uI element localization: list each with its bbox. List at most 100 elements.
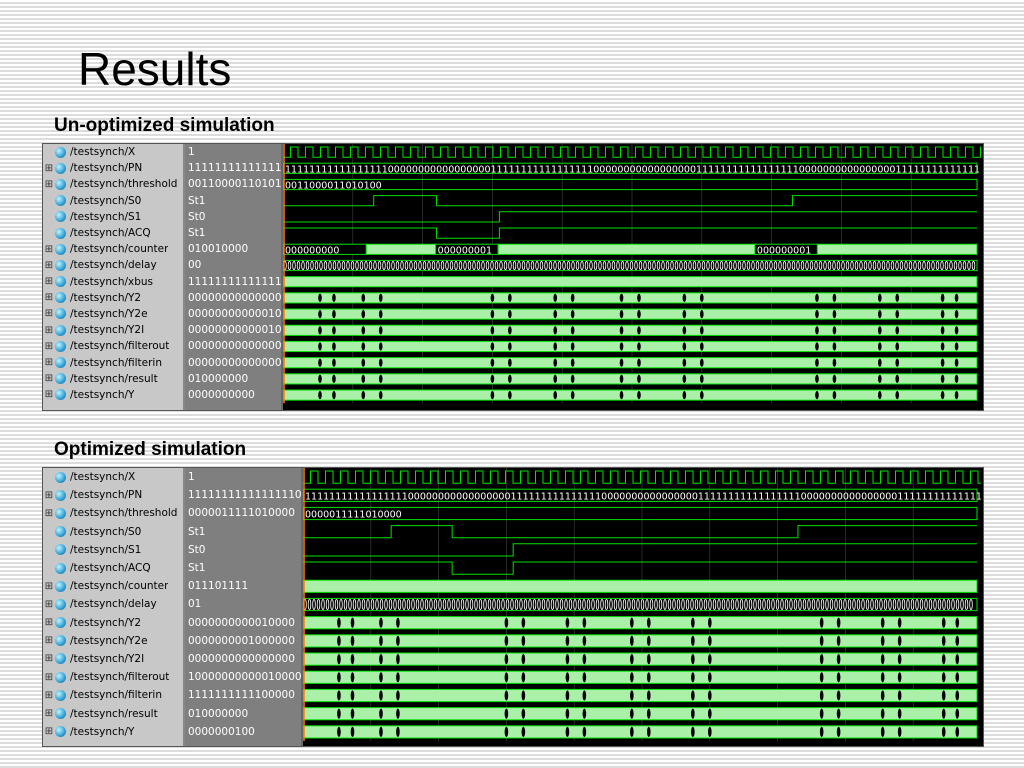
signal-row[interactable]: ⊞ /testsynch/counter [43, 241, 183, 257]
signal-row[interactable]: /testsynch/X [43, 144, 183, 160]
expand-icon[interactable]: ⊞ [44, 308, 54, 320]
waveform-area[interactable]: 1111111111111111100000000000000000111111… [303, 468, 981, 746]
expand-icon[interactable]: ⊞ [44, 689, 54, 701]
signal-row[interactable]: ⊞ /testsynch/threshold [43, 176, 183, 192]
signal-row[interactable]: /testsynch/S0 [43, 193, 183, 209]
svg-text:0011000011010100: 0011000011010100 [285, 181, 382, 192]
expand-icon[interactable]: ⊞ [44, 635, 54, 647]
signal-row[interactable]: ⊞ /testsynch/threshold [43, 504, 183, 522]
signal-row[interactable]: ⊞ /testsynch/Y [43, 387, 183, 403]
signal-icon [55, 259, 66, 271]
signal-name: /testsynch/threshold [70, 507, 178, 520]
waveform-counter: 000000000 000000001 000000001 [283, 243, 978, 256]
signal-row[interactable]: ⊞ /testsynch/filterin [43, 686, 183, 704]
expand-icon[interactable]: ⊞ [44, 340, 54, 352]
expand-icon[interactable]: ⊞ [44, 357, 54, 369]
waveform-area[interactable]: 1111111111111111100000000000000000111111… [283, 144, 981, 410]
signal-value: 111111111111111110 [188, 275, 281, 288]
waveform-threshold: 0011000011010100 [283, 178, 978, 192]
signal-name: /testsynch/result [70, 707, 158, 720]
expand-icon[interactable]: ⊞ [44, 292, 54, 304]
expand-icon[interactable]: ⊞ [44, 389, 54, 401]
expand-icon[interactable]: ⊞ [44, 243, 54, 255]
signal-name: /testsynch/delay [70, 598, 157, 611]
expand-icon[interactable]: ⊞ [44, 276, 54, 288]
signal-name: /testsynch/PN [70, 162, 143, 175]
waveform-acq [283, 227, 977, 239]
signal-row[interactable]: /testsynch/ACQ [43, 559, 183, 577]
signal-icon [55, 617, 66, 629]
signal-row[interactable]: ⊞ /testsynch/result [43, 704, 183, 722]
expand-icon[interactable]: ⊞ [44, 489, 54, 501]
signal-icon [55, 243, 66, 255]
signal-icon [55, 689, 66, 701]
waveform-threshold: 0000011111010000 [303, 506, 978, 521]
expand-icon[interactable]: ⊞ [44, 373, 54, 385]
signal-row[interactable]: /testsynch/S1 [43, 209, 183, 225]
signal-row[interactable]: ⊞ /testsynch/PN [43, 486, 183, 504]
expand-icon[interactable]: ⊞ [44, 162, 54, 174]
expand-icon[interactable]: ⊞ [44, 671, 54, 683]
signal-row[interactable]: ⊞ /testsynch/Y2e [43, 632, 183, 650]
signal-value: 1111111111100000 [188, 689, 295, 702]
signal-row[interactable]: /testsynch/X [43, 468, 183, 486]
expand-icon[interactable]: ⊞ [44, 726, 54, 738]
expand-icon[interactable]: ⊞ [44, 259, 54, 271]
signal-icon [55, 292, 66, 304]
signal-value: St1 [188, 525, 206, 538]
signal-value: 0000000000010000 [188, 616, 295, 629]
expand-icon[interactable]: ⊞ [44, 507, 54, 519]
signal-row[interactable]: ⊞ /testsynch/xbus [43, 274, 183, 290]
expand-icon[interactable]: ⊞ [44, 598, 54, 610]
waveform-x [283, 146, 981, 158]
signal-value: 0000000001000000 [188, 634, 295, 647]
signal-value: 0011000011010100 [188, 178, 281, 191]
signal-row[interactable]: ⊞ /testsynch/Y2 [43, 290, 183, 306]
signal-name: /testsynch/S1 [70, 210, 142, 223]
expand-icon[interactable]: ⊞ [44, 708, 54, 720]
waveform-pn: 1111111111111111100000000000000000111111… [303, 488, 981, 502]
signal-name: /testsynch/Y2 [70, 616, 142, 629]
signal-row[interactable]: ⊞ /testsynch/Y2 [43, 614, 183, 632]
signal-row[interactable]: ⊞ /testsynch/Y2I [43, 650, 183, 668]
signal-value: 01 [188, 598, 202, 611]
signal-icon [55, 562, 66, 574]
signal-row[interactable]: ⊞ /testsynch/result [43, 371, 183, 387]
signal-row[interactable]: ⊞ /testsynch/Y2I [43, 322, 183, 338]
waveform-result [303, 707, 978, 721]
signal-name: /testsynch/delay [70, 259, 157, 272]
expand-icon[interactable]: ⊞ [44, 324, 54, 336]
signal-name: /testsynch/PN [70, 489, 143, 502]
signal-row[interactable]: ⊞ /testsynch/counter [43, 577, 183, 595]
signal-value: 1 [188, 146, 195, 159]
waveform-y2 [283, 292, 978, 304]
signal-row[interactable]: ⊞ /testsynch/Y [43, 723, 183, 741]
signal-row[interactable]: ⊞ /testsynch/filterout [43, 668, 183, 686]
signal-row[interactable]: /testsynch/S1 [43, 541, 183, 559]
signal-name: /testsynch/Y2 [70, 291, 142, 304]
expand-icon[interactable]: ⊞ [44, 653, 54, 665]
signal-row[interactable]: /testsynch/ACQ [43, 225, 183, 241]
signal-row[interactable]: ⊞ /testsynch/delay [43, 595, 183, 613]
signal-row[interactable]: ⊞ /testsynch/PN [43, 160, 183, 176]
signal-row[interactable]: ⊞ /testsynch/filterin [43, 354, 183, 370]
svg-text:000000001: 000000001 [438, 245, 492, 256]
waveform-acq [303, 561, 977, 575]
signal-icon [55, 162, 66, 174]
svg-text:111111111111111110000000000000: 1111111111111111100000000000000000111111… [305, 491, 981, 502]
signal-row[interactable]: ⊞ /testsynch/filterout [43, 338, 183, 354]
expand-icon[interactable]: ⊞ [44, 178, 54, 190]
signal-icon [55, 489, 66, 501]
waveform-y2i [303, 652, 978, 666]
signal-row[interactable]: ⊞ /testsynch/Y2e [43, 306, 183, 322]
expand-icon[interactable]: ⊞ [44, 617, 54, 629]
expand-icon[interactable]: ⊞ [44, 580, 54, 592]
signal-value: St1 [188, 227, 206, 240]
signal-row[interactable]: /testsynch/S0 [43, 523, 183, 541]
signal-name: /testsynch/filterin [70, 689, 163, 702]
signal-row[interactable]: ⊞ /testsynch/delay [43, 257, 183, 273]
signal-value-column: 1 1111111111111111000 0000011111010000 St1 S… [185, 468, 303, 746]
waveform-filterout [283, 340, 978, 353]
signal-value: St1 [188, 562, 206, 575]
